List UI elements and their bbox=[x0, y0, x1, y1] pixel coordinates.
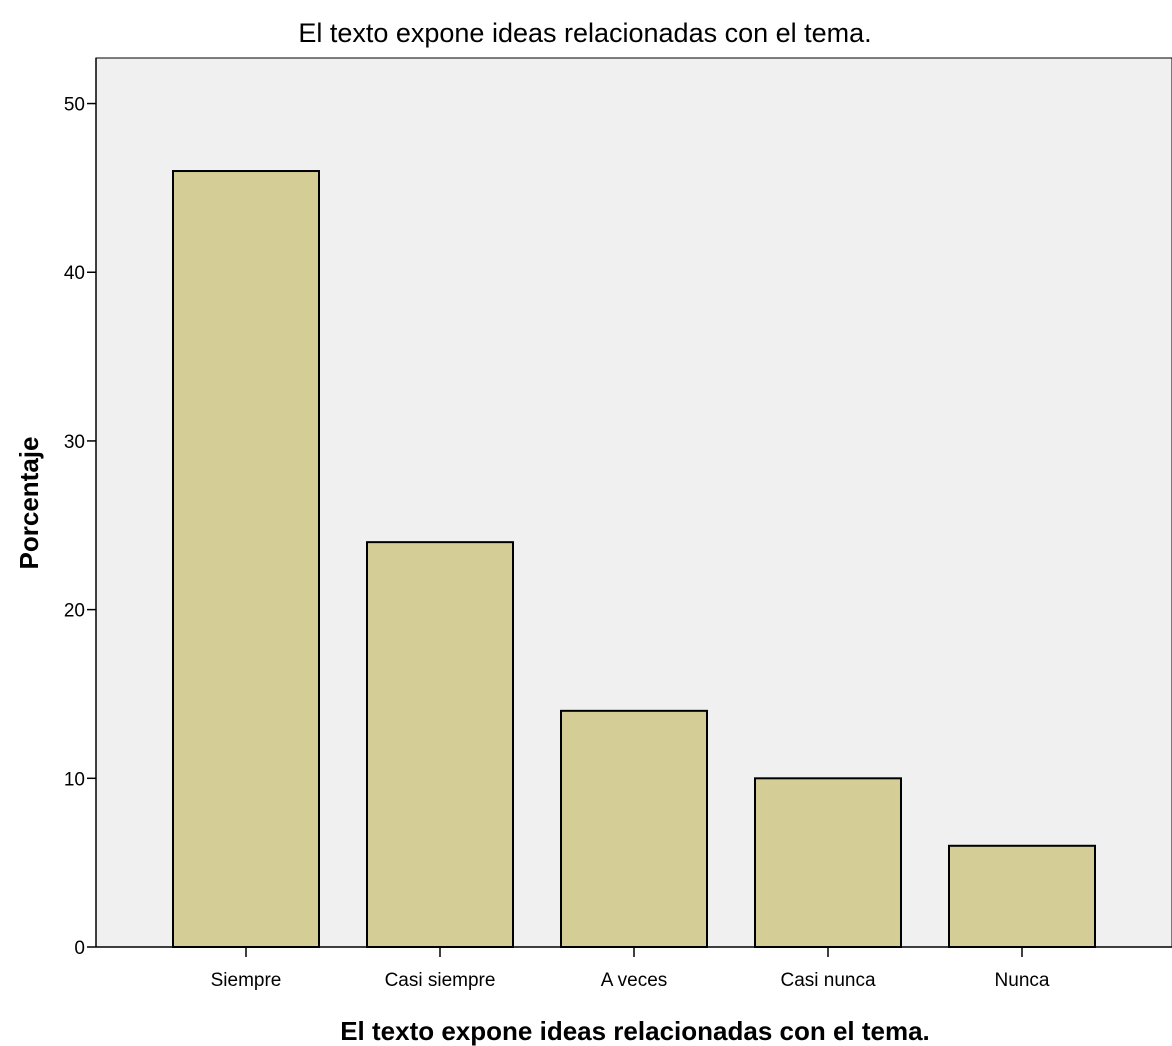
x-axis-title: El texto expone ideas relacionadas con e… bbox=[340, 1016, 930, 1046]
y-tick-label: 0 bbox=[74, 938, 85, 959]
x-tick-label: Casi siempre bbox=[385, 970, 496, 991]
y-axis-ticks: 0 10 20 30 40 50 bbox=[64, 95, 96, 959]
bar bbox=[366, 541, 514, 949]
x-tick-label: A veces bbox=[601, 970, 668, 991]
chart-title: El texto expone ideas relacionadas con e… bbox=[298, 18, 871, 48]
y-tick-label: 10 bbox=[64, 769, 85, 790]
y-tick-label: 50 bbox=[64, 95, 85, 116]
y-axis-title: Porcentaje bbox=[14, 437, 44, 570]
bar bbox=[754, 777, 902, 949]
bar bbox=[560, 709, 708, 948]
x-tick-label: Siempre bbox=[211, 970, 282, 991]
y-tick-label: 30 bbox=[64, 432, 85, 453]
y-tick-label: 20 bbox=[64, 601, 85, 622]
x-tick-label: Nunca bbox=[995, 970, 1050, 991]
bars bbox=[172, 170, 1096, 949]
y-tick-label: 40 bbox=[64, 263, 85, 284]
bar bbox=[172, 170, 320, 948]
bar bbox=[948, 844, 1096, 949]
x-tick-label: Casi nunca bbox=[780, 970, 875, 991]
x-axis-ticks: Siempre Casi siempre A veces Casi nunca Nunc… bbox=[211, 947, 1050, 991]
